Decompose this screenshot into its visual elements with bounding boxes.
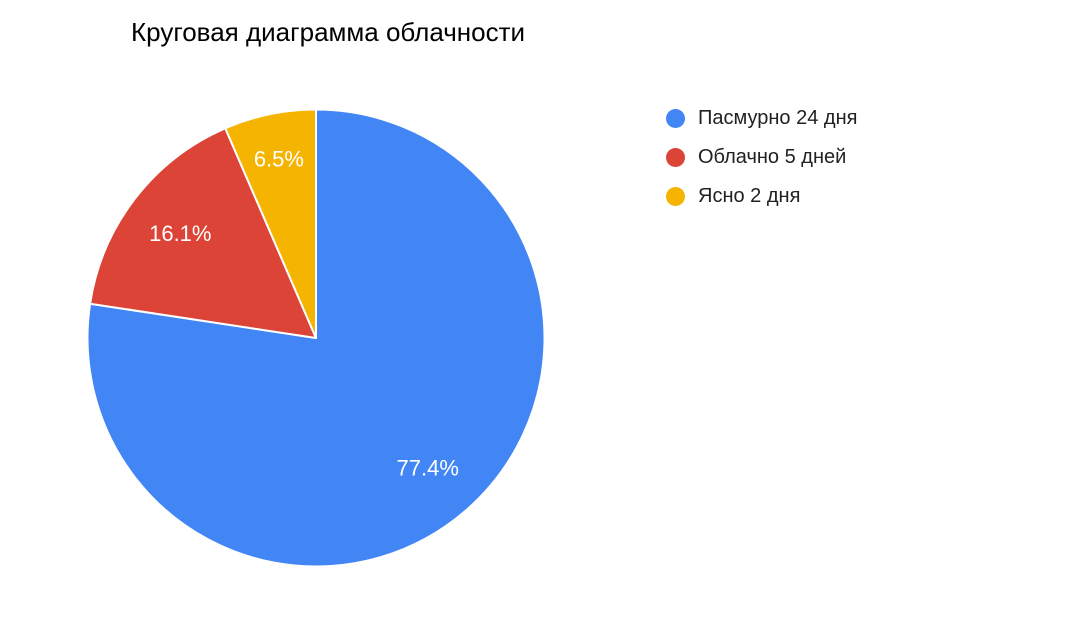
legend-item-clear[interactable]: Ясно 2 дня [666, 184, 857, 209]
chart-title: Круговая диаграмма облачности [131, 17, 525, 47]
legend-swatch-cloudy-icon [666, 148, 685, 167]
legend-label-clear: Ясно 2 дня [698, 185, 801, 207]
legend-swatch-clear-icon [666, 187, 685, 206]
legend-swatch-overcast-icon [666, 109, 685, 128]
legend: Пасмурно 24 дня Облачно 5 дней Ясно 2 дн… [666, 106, 857, 209]
pie-slice-percent-label-облачно: 16.1% [149, 221, 211, 246]
pie-slices-group: 77.4% 16.1% 6.5% [86, 108, 546, 568]
pie-slice-ясно[interactable] [224, 108, 317, 339]
pie-slice-облачно[interactable] [89, 127, 317, 339]
legend-label-overcast: Пасмурно 24 дня [698, 107, 858, 129]
legend-item-overcast[interactable]: Пасмурно 24 дня [666, 106, 857, 131]
legend-label-cloudy: Облачно 5 дней [698, 146, 847, 168]
legend-item-cloudy[interactable]: Облачно 5 дней [666, 145, 857, 170]
pie-slice-percent-label-ясно: 6.5% [254, 147, 304, 172]
pie-slice-percent-label-пасмурно: 77.4% [397, 456, 459, 481]
